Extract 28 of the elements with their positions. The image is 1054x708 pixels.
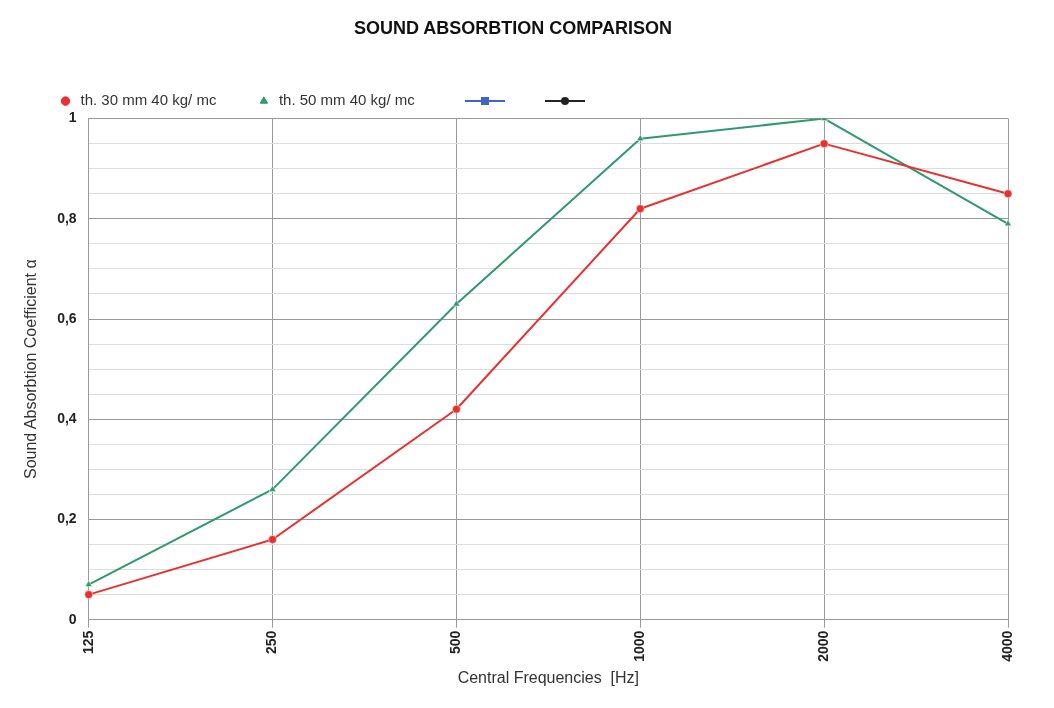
legend-label: th. 30 mm 40 kg/ mc bbox=[80, 91, 217, 109]
point bbox=[268, 535, 277, 544]
point bbox=[268, 485, 277, 492]
chart-title: SOUND ABSORBTION COMPARISON bbox=[353, 17, 673, 38]
point bbox=[636, 204, 645, 214]
point bbox=[84, 590, 93, 599]
point bbox=[452, 299, 461, 307]
x-tick-label: 500 bbox=[447, 630, 464, 655]
x-tick-label: 1000 bbox=[631, 630, 648, 662]
point bbox=[1003, 189, 1013, 199]
point bbox=[1004, 219, 1012, 227]
point bbox=[84, 580, 93, 587]
y-tick-label: 0,4 bbox=[57, 410, 77, 427]
y-tick-label: 0,2 bbox=[57, 510, 77, 527]
y-tick-label: 0 bbox=[68, 610, 77, 627]
x-tick-label: 250 bbox=[263, 630, 280, 655]
y-axis-title: Sound Absorbtion Coefficient α bbox=[22, 259, 40, 480]
point bbox=[452, 404, 461, 414]
x-tick-label: 2000 bbox=[814, 630, 831, 662]
legend-label: th. 50 mm 40 kg/ mc bbox=[278, 91, 416, 109]
y-tick-label: 1 bbox=[68, 109, 77, 126]
x-tick-label: 125 bbox=[79, 630, 96, 655]
point bbox=[819, 139, 829, 148]
point bbox=[636, 134, 644, 141]
x-axis-title: Central Frequencies [Hz] bbox=[457, 668, 640, 686]
y-tick-label: 0,6 bbox=[57, 309, 77, 326]
y-tick-label: 0,8 bbox=[57, 209, 77, 226]
x-tick-label: 4000 bbox=[998, 630, 1015, 662]
